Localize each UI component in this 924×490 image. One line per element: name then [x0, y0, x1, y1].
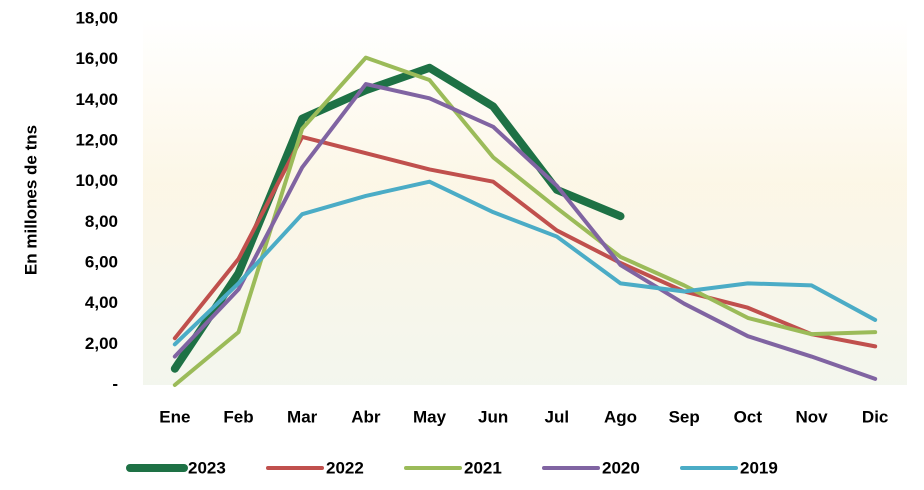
y-tick-label: 18,00 [75, 8, 118, 27]
y-tick-label: 6,00 [85, 252, 118, 271]
y-tick-label: 10,00 [75, 171, 118, 190]
x-tick-label: Sep [669, 407, 700, 426]
legend-label: 2021 [464, 458, 502, 477]
legend-label: 2023 [188, 458, 226, 477]
y-tick-label: 8,00 [85, 212, 118, 231]
legend-label: 2020 [602, 458, 640, 477]
x-tick-label: Abr [351, 407, 381, 426]
x-tick-label: Dic [862, 407, 888, 426]
x-tick-label: May [413, 407, 447, 426]
y-axis-label: En millones de tns [21, 125, 40, 275]
y-tick-label: 4,00 [85, 293, 118, 312]
x-tick-label: Feb [223, 407, 253, 426]
x-tick-label: Ago [604, 407, 637, 426]
x-tick-label: Jul [545, 407, 570, 426]
y-tick-label: - [112, 374, 118, 393]
x-tick-label: Jun [478, 407, 508, 426]
legend-label: 2019 [740, 458, 778, 477]
y-tick-label: 16,00 [75, 49, 118, 68]
x-tick-label: Mar [287, 407, 318, 426]
legend-label: 2022 [326, 458, 364, 477]
chart: En millones de tns - 2,00 4,00 6,00 8,00 10,0… [0, 0, 924, 490]
x-tick-label: Ene [159, 407, 190, 426]
y-tick-label: 12,00 [75, 130, 118, 149]
x-tick-label: Oct [734, 407, 763, 426]
x-tick-label: Nov [795, 407, 828, 426]
y-tick-label: 2,00 [85, 334, 118, 353]
y-tick-label: 14,00 [75, 90, 118, 109]
